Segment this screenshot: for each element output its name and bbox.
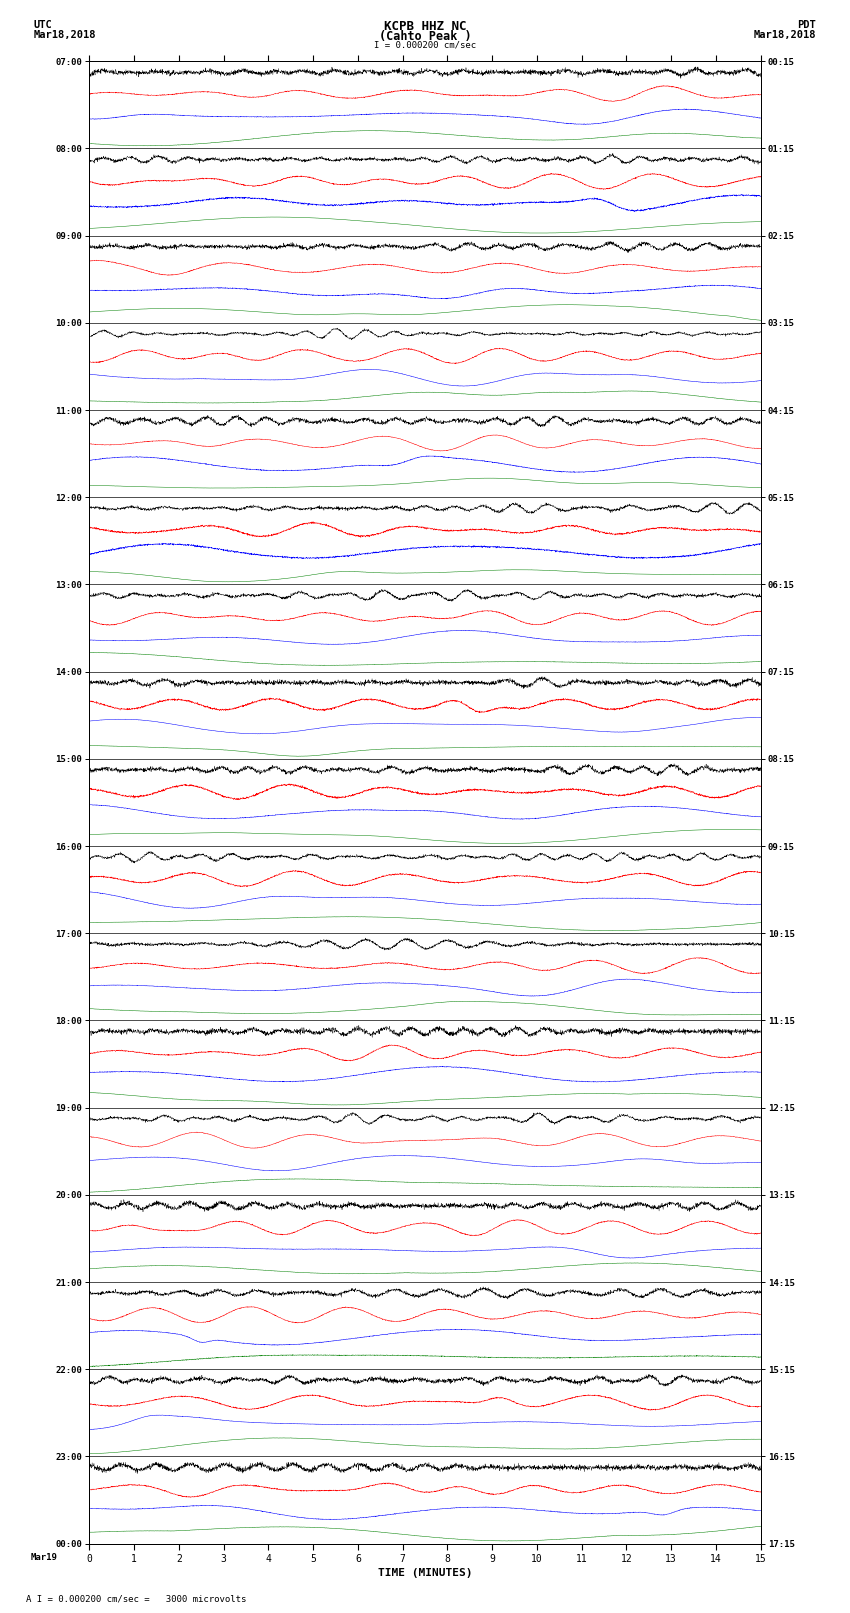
Text: Mar18,2018: Mar18,2018 <box>753 31 816 40</box>
Text: Mar18,2018: Mar18,2018 <box>34 31 97 40</box>
Text: Mar19: Mar19 <box>31 1553 58 1563</box>
Text: PDT: PDT <box>797 19 816 31</box>
Text: KCPB HHZ NC: KCPB HHZ NC <box>383 19 467 34</box>
Text: (Cahto Peak ): (Cahto Peak ) <box>379 31 471 44</box>
X-axis label: TIME (MINUTES): TIME (MINUTES) <box>377 1568 473 1578</box>
Text: I = 0.000200 cm/sec: I = 0.000200 cm/sec <box>374 40 476 50</box>
Text: UTC: UTC <box>34 19 53 31</box>
Text: A I = 0.000200 cm/sec =   3000 microvolts: A I = 0.000200 cm/sec = 3000 microvolts <box>26 1594 246 1603</box>
